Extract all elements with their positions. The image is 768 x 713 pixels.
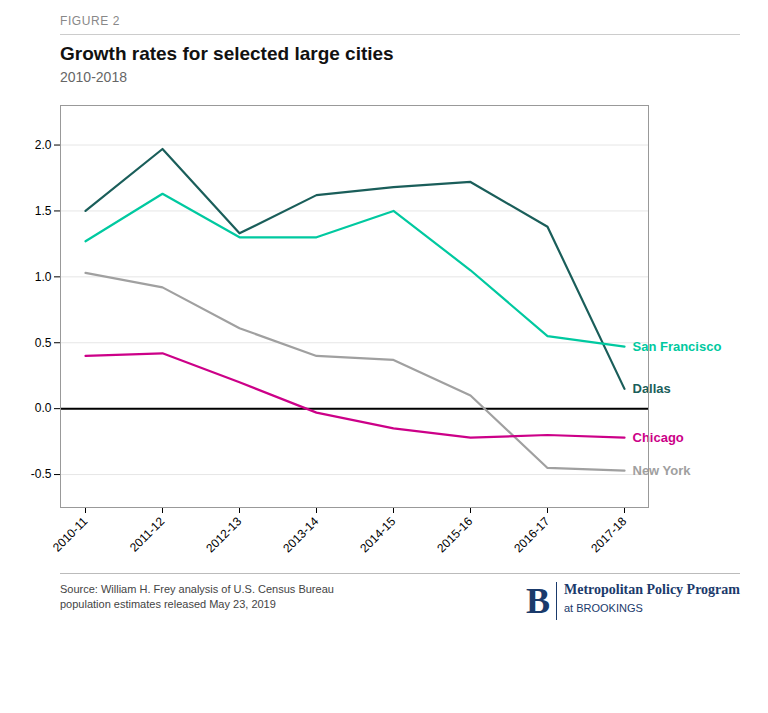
svg-text:Chicago: Chicago — [633, 430, 684, 445]
html-text:Growth rates for selected larg: Growth rates for selected large cities — [60, 43, 394, 64]
svg-text:2012-13: 2012-13 — [203, 514, 244, 555]
svg-text:Dallas: Dallas — [633, 381, 671, 396]
svg-text:2.0: 2.0 — [35, 138, 52, 152]
svg-text:0.5: 0.5 — [35, 336, 52, 350]
svg-text:-0.5: -0.5 — [31, 467, 52, 481]
svg-text:2011-12: 2011-12 — [127, 514, 168, 555]
svg-text:2013-14: 2013-14 — [280, 514, 321, 555]
html-text:FIGURE 2: FIGURE 2 — [60, 14, 121, 28]
svg-text:New York: New York — [633, 463, 692, 478]
svg-text:1.0: 1.0 — [35, 270, 52, 284]
svg-text:2017-18: 2017-18 — [588, 514, 629, 555]
svg-text:San Francisco: San Francisco — [633, 339, 722, 354]
svg-text:2015-16: 2015-16 — [434, 514, 475, 555]
svg-text:2010-11: 2010-11 — [50, 514, 91, 555]
svg-text:2014-15: 2014-15 — [357, 514, 398, 555]
html-text:B: B — [526, 581, 550, 621]
svg-text:0.0: 0.0 — [35, 401, 52, 415]
html-text:at BROOKINGS: at BROOKINGS — [564, 602, 643, 614]
html-text:Metropolitan Policy Program: Metropolitan Policy Program — [564, 582, 740, 597]
html-text:Source: William H. Frey analys: Source: William H. Frey analysis of U.S.… — [60, 583, 334, 610]
svg-text:1.5: 1.5 — [35, 204, 52, 218]
svg-text:2016-17: 2016-17 — [511, 514, 552, 555]
html-text:2010-2018: 2010-2018 — [60, 69, 127, 85]
